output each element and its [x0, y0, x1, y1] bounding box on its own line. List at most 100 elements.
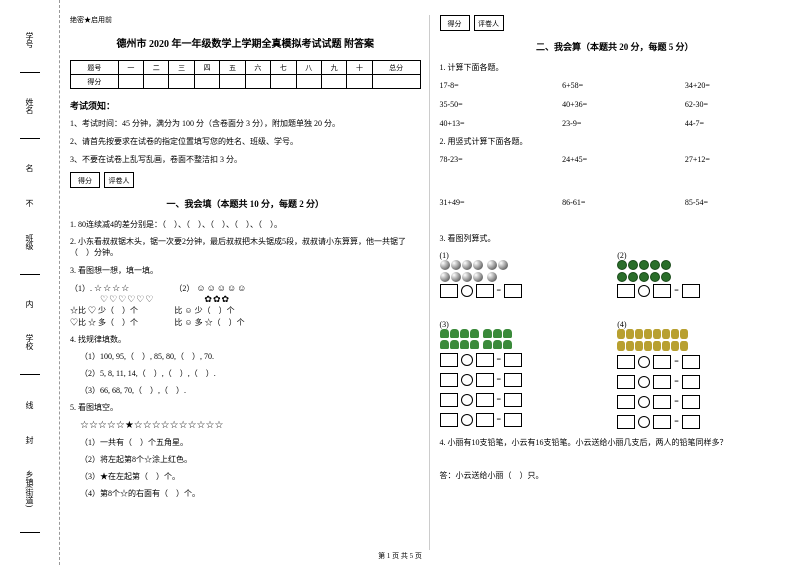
pic-item-4: (4) = = = =	[617, 320, 775, 431]
question: 4. 小丽有10支铅笔，小云有16支铅笔。小云送给小丽几支后，两人的铅笔同样多？	[440, 437, 791, 448]
table-header: 五	[220, 61, 245, 75]
sub-question: （3）★在左起第（ ）个。	[80, 471, 421, 482]
table-cell	[169, 75, 194, 89]
faces-icon: ☺☺☺☺☺	[196, 283, 247, 293]
score-cell: 评卷人	[104, 172, 134, 188]
table-cell	[194, 75, 219, 89]
table-header: 一	[118, 61, 143, 75]
margin-label: 姓名	[24, 98, 35, 114]
sub-question: （3）66, 68, 70,（ ）,（ ）.	[80, 385, 421, 396]
corn-icon	[617, 341, 775, 351]
table-header: 题号	[71, 61, 119, 75]
margin-mark: 封	[26, 435, 34, 446]
equation-stack: = = = =	[617, 353, 775, 431]
margin-line	[20, 374, 40, 375]
q3-2-label: （2）	[174, 284, 194, 293]
table-header: 六	[245, 61, 270, 75]
margin-label: 学校	[24, 334, 35, 350]
binding-margin: 学号 姓名 名 不 班级 内 学校 线 封 乡镇(街道)	[0, 0, 60, 565]
sub-question: （4）第8个☆的右面有（ ）个。	[80, 488, 421, 499]
question: 4. 找规律填数。	[70, 334, 421, 345]
table-cell	[372, 75, 420, 89]
table-cell: 得分	[71, 75, 119, 89]
balls-icon	[440, 272, 598, 282]
margin-line	[20, 274, 40, 275]
question: 5. 看图填空。	[70, 402, 421, 413]
picture-grid: (1) = (2) = (3) =	[440, 251, 791, 431]
table-cell	[296, 75, 321, 89]
table-cell	[220, 75, 245, 89]
pic-item-1: (1) =	[440, 251, 598, 300]
table-header: 七	[271, 61, 296, 75]
pic-label: (2)	[617, 251, 626, 260]
sub-question: （2）将左起第8个☆涂上红色。	[80, 454, 421, 465]
question: 3. 看图列算式。	[440, 233, 791, 244]
table-cell	[271, 75, 296, 89]
pic-label: (3)	[440, 320, 449, 329]
compare-line: ♡比 ☆ 多（ ）个	[70, 317, 154, 328]
sub-question: （2）5, 8, 11, 14,（ ）,（ ）,（ ）.	[80, 368, 421, 379]
margin-line	[20, 72, 40, 73]
notice-item: 1、考试时间：45 分钟，满分为 100 分（含卷面分 3 分），附加题单独 2…	[70, 118, 421, 130]
calc-row: 35-50=40+36=62-30=	[440, 100, 791, 109]
calc-row: 78-23=24+45=27+12=	[440, 155, 791, 164]
margin-mark: 名	[26, 163, 34, 174]
shells-icon	[617, 272, 775, 282]
main-content: 绝密★启用前 德州市 2020 年一年级数学上学期全真模拟考试试题 附答案 题号…	[60, 0, 800, 565]
compare-line: 比 ☺ 少（ ）个	[174, 305, 247, 316]
section-title: 一、我会填（本题共 10 分，每题 2 分）	[70, 197, 421, 210]
table-cell	[118, 75, 143, 89]
score-cell: 得分	[70, 172, 100, 188]
corn-icon	[617, 329, 775, 339]
notice-item: 3、不要在试卷上乱写乱画，卷面不整洁扣 3 分。	[70, 154, 421, 166]
compare-line: 比 ☺ 多 ☆（ ）个	[174, 317, 247, 328]
question: 2. 用竖式计算下面各题。	[440, 136, 791, 147]
exam-title: 德州市 2020 年一年级数学上学期全真模拟考试试题 附答案	[70, 35, 421, 50]
q3-right: （2） ☺☺☺☺☺ ✿✿✿ 比 ☺ 少（ ）个 比 ☺ 多 ☆（ ）个	[174, 282, 247, 328]
margin-label: 乡镇(街道)	[24, 470, 35, 507]
page-footer: 第 1 页 共 5 页	[0, 551, 800, 561]
table-header: 三	[169, 61, 194, 75]
sub-question: （1）100, 95,（ ）, 85, 80,（ ）, 70.	[80, 351, 421, 362]
table-cell	[144, 75, 169, 89]
notice-title: 考试须知：	[70, 99, 421, 112]
pic-item-3: (3) = = = =	[440, 320, 598, 431]
table-header: 八	[296, 61, 321, 75]
calc-row: 31+49=86-61=85-54=	[440, 198, 791, 207]
star-row: ☆☆☆☆☆★☆☆☆☆☆☆☆☆☆☆	[80, 420, 421, 431]
frogs-icon	[440, 329, 598, 338]
margin-mark: 内	[26, 299, 34, 310]
question: 3. 看图想一想，填一填。	[70, 265, 421, 276]
score-cell: 评卷人	[474, 15, 504, 31]
margin-label: 班级	[24, 234, 35, 250]
question: 1. 计算下面各题。	[440, 62, 791, 73]
calc-row: 17-8=6+58=34+20=	[440, 81, 791, 90]
table-cell	[321, 75, 346, 89]
stars-icon: ☆☆☆☆	[94, 283, 130, 293]
balls-icon	[440, 260, 598, 270]
flowers-icon: ✿✿✿	[204, 294, 247, 305]
margin-mark: 线	[26, 400, 34, 411]
equation-row: =	[440, 284, 598, 298]
margin-line	[20, 532, 40, 533]
hearts-icon: ♡♡♡♡♡♡	[100, 294, 154, 305]
compare-line: ☆比 ♡ 少（ ）个	[70, 305, 154, 316]
pic-label: (4)	[617, 320, 626, 329]
margin-mark: 不	[26, 198, 34, 209]
table-header: 四	[194, 61, 219, 75]
notice-item: 2、请首先按要求在试卷的指定位置填写您的姓名、班级、学号。	[70, 136, 421, 148]
score-box: 得分 评卷人	[440, 15, 791, 31]
calc-row: 40+13=23-9=44-7=	[440, 119, 791, 128]
margin-line	[20, 138, 40, 139]
frogs-icon	[440, 340, 598, 349]
margin-label: 学号	[24, 32, 35, 48]
score-cell: 得分	[440, 15, 470, 31]
section-title: 二、我会算（本题共 20 分，每题 5 分）	[440, 40, 791, 53]
table-header: 二	[144, 61, 169, 75]
table-header: 十	[347, 61, 372, 75]
score-box: 得分 评卷人	[70, 172, 421, 188]
table-cell	[347, 75, 372, 89]
question: 1. 80连续减4的差分别是：（ ）、（ ）、（ ）、（ ）、（ ）。	[70, 219, 421, 230]
equation-row: =	[617, 284, 775, 298]
secret-label: 绝密★启用前	[70, 15, 421, 25]
